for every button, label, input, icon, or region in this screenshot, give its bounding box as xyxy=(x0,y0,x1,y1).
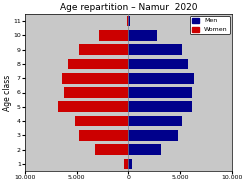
Legend: Men, Women: Men, Women xyxy=(190,16,230,34)
Bar xyxy=(128,116,182,126)
Bar xyxy=(58,101,128,112)
Title: Age repartition – Namur  2020: Age repartition – Namur 2020 xyxy=(60,3,197,12)
Bar xyxy=(75,116,128,126)
Bar xyxy=(79,44,128,55)
Bar xyxy=(128,44,182,55)
Y-axis label: Age class: Age class xyxy=(3,74,12,111)
Bar xyxy=(128,87,192,98)
Bar xyxy=(68,59,128,69)
Bar xyxy=(128,16,130,26)
Bar xyxy=(128,158,133,169)
Bar xyxy=(64,87,128,98)
Bar xyxy=(62,73,128,84)
Bar xyxy=(128,130,178,141)
Bar xyxy=(124,158,128,169)
Bar xyxy=(128,30,157,41)
Bar xyxy=(79,130,128,141)
Bar xyxy=(128,73,194,84)
Bar xyxy=(128,59,188,69)
Bar xyxy=(128,144,161,155)
Bar xyxy=(127,16,128,26)
Bar xyxy=(95,144,128,155)
Bar xyxy=(128,101,192,112)
Bar xyxy=(99,30,128,41)
